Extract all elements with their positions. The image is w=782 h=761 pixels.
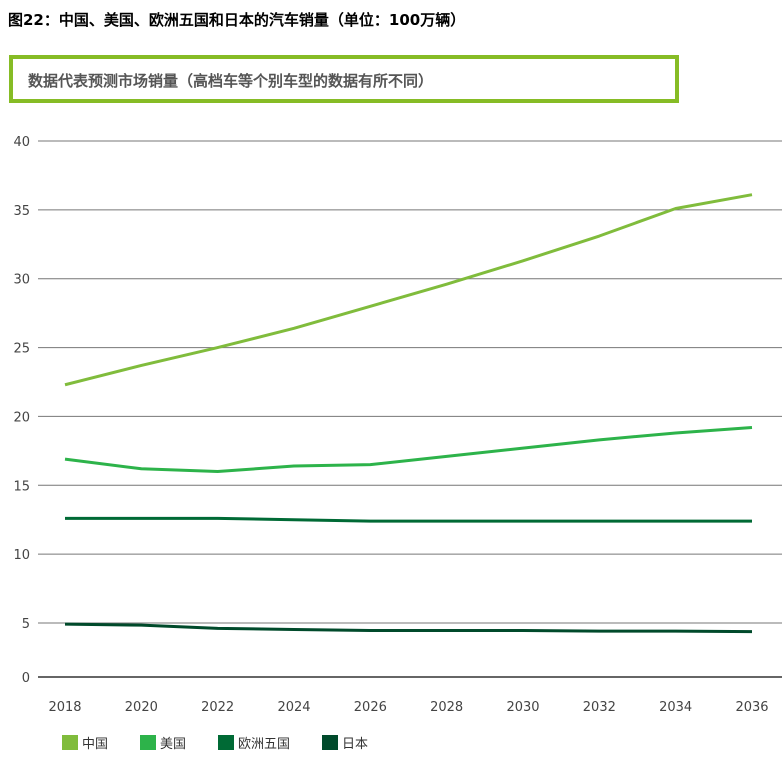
y-tick-label: 35	[13, 204, 30, 219]
x-tick-label: 2020	[125, 700, 158, 715]
legend-item: 欧洲五国	[218, 733, 290, 752]
legend-swatch	[218, 735, 235, 750]
legend-label: 美国	[160, 737, 187, 752]
legend-swatch	[322, 735, 339, 750]
legend-label: 欧洲五国	[238, 737, 291, 752]
note-box: 数据代表预测市场销量（高档车等个别车型的数据有所不同）	[9, 55, 679, 103]
series-line-0	[64, 193, 753, 387]
x-tick-label: 2024	[277, 700, 310, 715]
x-tick-label: 2018	[48, 700, 81, 715]
chart-title: 图22：中国、美国、欧洲五国和日本的汽车销量（单位：100万辆）	[8, 11, 466, 29]
x-tick-label: 2032	[583, 700, 616, 715]
x-tick-label: 2030	[506, 700, 539, 715]
legend-label: 中国	[82, 737, 109, 752]
x-tick-label: 2026	[354, 700, 387, 715]
y-tick-label: 5	[22, 617, 30, 632]
x-tick-label: 2034	[659, 700, 692, 715]
legend-label: 日本	[342, 737, 369, 752]
legend-item: 日本	[322, 733, 368, 752]
note-text: 数据代表预测市场销量（高档车等个别车型的数据有所不同）	[28, 72, 434, 90]
y-tick-label: 30	[13, 273, 30, 288]
y-tick-label: 20	[13, 410, 30, 425]
x-tick-label: 2036	[735, 700, 768, 715]
series-line-1	[64, 425, 753, 474]
y-tick-label: 25	[13, 342, 30, 357]
legend-item: 中国	[62, 733, 108, 752]
y-tick-label: 0	[22, 671, 30, 686]
series-line-3	[64, 622, 753, 634]
legend-item: 美国	[140, 733, 186, 752]
y-tick-label: 40	[13, 135, 30, 150]
series-line-2	[65, 516, 752, 523]
x-tick-label: 2028	[430, 700, 463, 715]
y-tick-label: 10	[13, 548, 30, 563]
legend: 中国 美国 欧洲五国 日本	[62, 733, 400, 752]
legend-swatch	[140, 735, 157, 750]
legend-swatch	[62, 735, 78, 750]
x-tick-label: 2022	[201, 700, 234, 715]
y-tick-label: 15	[13, 479, 30, 494]
